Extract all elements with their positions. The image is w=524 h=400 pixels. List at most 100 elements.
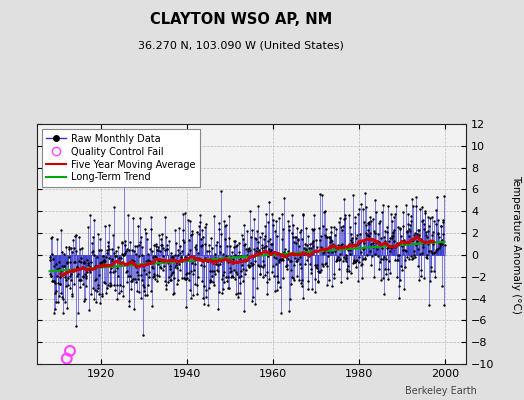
Point: [93, 254, 101, 260]
Point: [346, 250, 354, 257]
Point: [103, 285, 111, 292]
Point: [235, 290, 244, 296]
Point: [399, 246, 408, 253]
Point: [333, 256, 342, 262]
Point: [78, 244, 86, 251]
Point: [247, 234, 255, 240]
Point: [107, 265, 115, 272]
Point: [273, 287, 281, 294]
Point: [58, 262, 67, 269]
Point: [74, 258, 83, 264]
Point: [259, 258, 267, 264]
Point: [205, 277, 214, 283]
Point: [134, 276, 142, 282]
Point: [310, 226, 319, 233]
Point: [267, 247, 276, 253]
Point: [255, 262, 264, 269]
Point: [420, 221, 428, 227]
Point: [211, 251, 220, 258]
Point: [240, 222, 248, 228]
Point: [369, 216, 377, 222]
Point: [254, 239, 262, 245]
Point: [99, 258, 107, 264]
Point: [140, 266, 148, 273]
Point: [339, 258, 347, 264]
Point: [181, 276, 190, 283]
Point: [274, 279, 282, 286]
Point: [303, 250, 311, 256]
Point: [388, 230, 397, 236]
Point: [381, 238, 390, 244]
Point: [181, 210, 189, 217]
Point: [297, 280, 305, 286]
Point: [108, 245, 116, 252]
Point: [62, 259, 71, 266]
Point: [221, 255, 229, 262]
Point: [378, 245, 386, 251]
Point: [273, 233, 281, 240]
Point: [336, 256, 344, 262]
Point: [343, 275, 351, 282]
Point: [439, 217, 447, 223]
Point: [135, 241, 144, 248]
Point: [221, 223, 230, 229]
Point: [308, 286, 316, 292]
Point: [172, 262, 180, 268]
Point: [384, 202, 392, 209]
Point: [242, 266, 250, 273]
Point: [171, 252, 179, 258]
Point: [149, 265, 158, 271]
Point: [365, 221, 373, 227]
Point: [86, 258, 95, 265]
Point: [320, 209, 329, 215]
Point: [118, 240, 126, 246]
Point: [401, 256, 409, 263]
Point: [249, 260, 257, 267]
Point: [338, 227, 346, 233]
Point: [192, 246, 200, 252]
Point: [237, 272, 246, 279]
Point: [77, 258, 85, 265]
Point: [296, 261, 304, 267]
Point: [425, 215, 434, 221]
Point: [314, 278, 323, 284]
Point: [191, 254, 200, 261]
Point: [96, 260, 105, 267]
Point: [201, 255, 210, 261]
Point: [213, 268, 222, 274]
Point: [54, 292, 63, 299]
Point: [156, 264, 165, 271]
Point: [84, 260, 92, 266]
Point: [359, 256, 367, 262]
Point: [405, 226, 413, 232]
Point: [166, 277, 174, 284]
Point: [153, 272, 161, 279]
Point: [236, 280, 245, 287]
Point: [341, 212, 350, 218]
Point: [155, 257, 163, 264]
Point: [286, 295, 294, 302]
Point: [121, 250, 129, 256]
Point: [270, 250, 279, 256]
Point: [177, 256, 185, 262]
Point: [438, 240, 446, 247]
Point: [65, 246, 73, 253]
Point: [298, 236, 306, 242]
Point: [403, 254, 411, 260]
Point: [255, 248, 263, 255]
Point: [144, 251, 152, 257]
Point: [141, 270, 150, 277]
Point: [209, 258, 217, 265]
Point: [73, 264, 82, 270]
Point: [385, 258, 393, 264]
Point: [59, 310, 67, 316]
Point: [71, 232, 80, 238]
Point: [418, 250, 427, 257]
Point: [248, 298, 256, 304]
Point: [180, 239, 189, 245]
Point: [140, 225, 149, 232]
Point: [185, 247, 194, 253]
Point: [106, 283, 115, 289]
Point: [202, 294, 211, 300]
Point: [374, 240, 382, 246]
